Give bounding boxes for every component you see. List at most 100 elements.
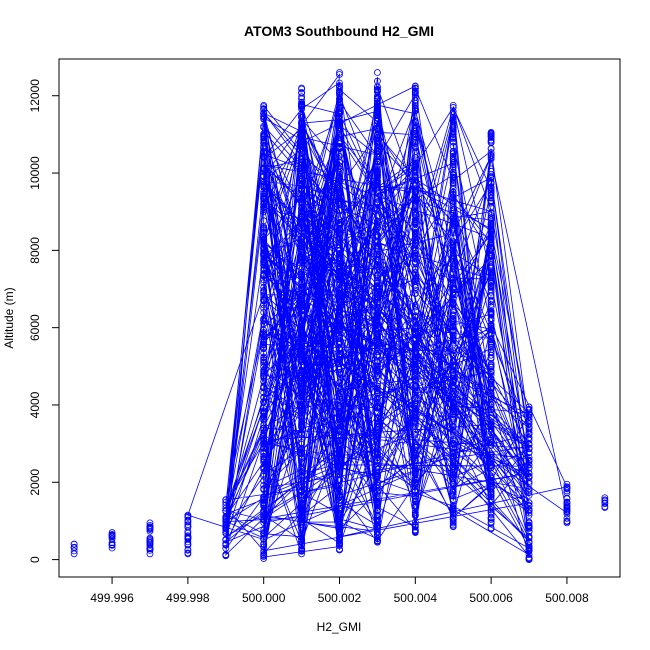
x-tick-label: 500.002: [318, 591, 362, 605]
data-point: [298, 477, 305, 484]
data-point: [298, 379, 305, 386]
data-point: [411, 487, 419, 495]
data-point: [374, 474, 381, 482]
data-point: [298, 380, 305, 388]
data-point: [260, 164, 268, 172]
data-point: [298, 190, 305, 198]
data-point: [525, 501, 533, 509]
data-point: [260, 368, 268, 376]
data-point: [336, 84, 343, 91]
data-point: [336, 446, 343, 454]
data-point: [563, 484, 571, 492]
data-point: [487, 272, 495, 279]
data-point: [487, 367, 495, 375]
data-point: [336, 172, 343, 180]
data-point: [411, 345, 419, 353]
data-point: [260, 398, 268, 406]
data-point: [449, 336, 457, 344]
data-point: [374, 402, 381, 410]
data-point: [260, 493, 268, 501]
data-point: [525, 509, 533, 517]
data-point: [336, 533, 343, 541]
data-point: [298, 221, 305, 228]
data-point: [374, 97, 381, 105]
data-point: [411, 241, 419, 249]
data-point: [298, 431, 305, 439]
chart-title: ATOM3 Southbound H2_GMI: [244, 23, 434, 39]
data-point: [184, 550, 192, 558]
data-point: [260, 477, 268, 485]
data-point: [374, 85, 381, 93]
data-point: [336, 458, 343, 466]
data-point: [298, 93, 305, 101]
data-point: [601, 494, 609, 502]
data-point: [336, 103, 343, 111]
data-point: [411, 400, 419, 408]
data-point: [184, 513, 192, 521]
data-point: [108, 539, 116, 547]
data-point: [487, 282, 495, 290]
data-point: [449, 291, 457, 299]
data-point: [298, 169, 305, 177]
data-point: [449, 101, 457, 109]
data-point: [487, 386, 495, 393]
data-point: [260, 540, 268, 548]
data-point: [336, 370, 343, 378]
data-point: [449, 363, 457, 371]
data-point: [449, 161, 457, 169]
data-point: [374, 535, 381, 543]
data-point: [298, 236, 305, 243]
data-point: [374, 246, 381, 254]
data-point: [336, 71, 343, 78]
data-point: [336, 273, 343, 281]
data-point: [374, 200, 381, 208]
data-point: [449, 516, 457, 523]
data-point: [298, 253, 305, 261]
y-tick-label: 0: [28, 556, 42, 563]
data-point: [374, 309, 381, 317]
data-point: [411, 509, 419, 517]
data-point: [374, 532, 381, 539]
data-point: [298, 337, 305, 345]
data-point: [298, 369, 305, 377]
data-point: [449, 347, 457, 355]
data-point: [260, 507, 268, 515]
data-point: [374, 221, 381, 228]
data-point: [449, 104, 457, 111]
data-point: [487, 131, 495, 139]
data-point: [487, 506, 495, 514]
data-point: [298, 172, 305, 180]
data-point: [449, 153, 457, 160]
data-point: [487, 322, 495, 330]
data-point: [374, 502, 381, 510]
data-point: [336, 542, 343, 550]
data-point: [260, 532, 268, 540]
data-point: [487, 284, 495, 292]
data-point: [525, 449, 533, 456]
data-point: [298, 167, 305, 175]
data-point: [374, 456, 381, 464]
data-point: [374, 179, 381, 187]
data-point: [298, 414, 305, 422]
data-point: [336, 95, 343, 103]
data-point: [374, 357, 381, 365]
data-point: [449, 286, 457, 294]
data-point: [260, 208, 268, 216]
data-point: [487, 220, 495, 228]
data-point: [260, 429, 268, 437]
data-point: [563, 519, 571, 527]
data-point: [336, 79, 343, 87]
data-point: [336, 296, 343, 304]
data-point: [563, 514, 571, 522]
data-point: [411, 483, 419, 491]
data-point: [260, 247, 268, 255]
data-point: [298, 500, 305, 508]
data-point: [298, 224, 305, 232]
data-point: [184, 511, 192, 519]
data-point: [411, 255, 419, 263]
data-point: [449, 206, 457, 214]
data-point: [374, 166, 381, 174]
data-point: [374, 124, 381, 132]
data-point: [449, 134, 457, 141]
data-point: [260, 455, 268, 462]
